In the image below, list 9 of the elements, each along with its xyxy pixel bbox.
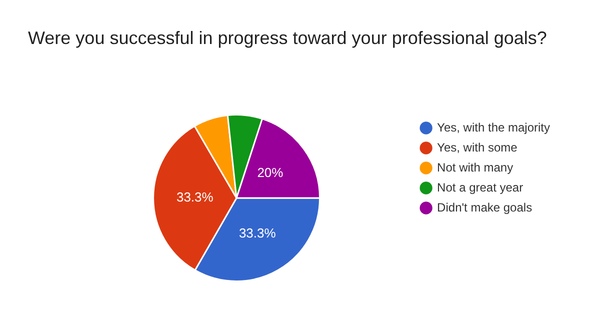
- legend-label: Not with many: [437, 160, 514, 174]
- legend-label: Yes, with some: [437, 140, 518, 154]
- legend-label: Didn't make goals: [437, 200, 532, 214]
- chart-title: Were you successful in progress toward your professional goals?: [27, 27, 548, 50]
- legend-label: Yes, with the majority: [437, 120, 550, 134]
- data-label: 33.3%: [176, 190, 214, 205]
- legend-label: Not a great year: [437, 180, 524, 194]
- data-label: 33.3%: [238, 226, 276, 241]
- data-label: 20%: [257, 165, 284, 180]
